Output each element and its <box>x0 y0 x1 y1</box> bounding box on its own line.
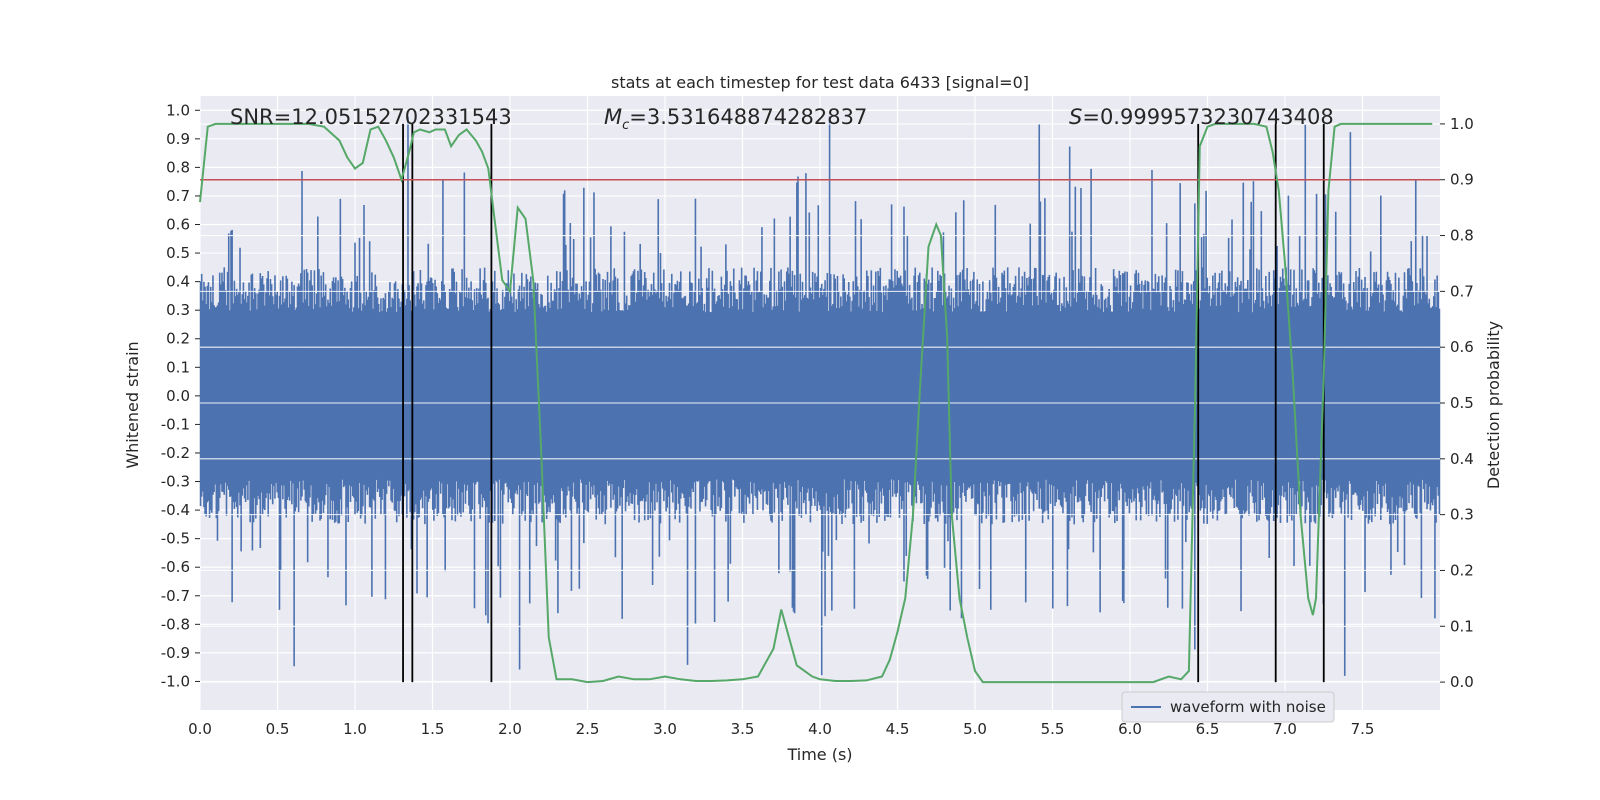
x-tick-label: 0.5 <box>266 720 290 738</box>
left-y-tick-label: -0.1 <box>161 415 190 433</box>
left-y-tick-label: 0.1 <box>166 358 190 376</box>
x-tick-label: 0.0 <box>188 720 212 738</box>
right-y-tick-label: 0.5 <box>1450 394 1474 412</box>
right-y-tick-label: 0.4 <box>1450 450 1474 468</box>
left-y-tick-label: -0.9 <box>161 644 190 662</box>
chirp-mass-value: =3.531648874282837 <box>629 105 867 129</box>
left-y-tick-label: 0.3 <box>166 301 190 319</box>
right-y-tick-label: 0.3 <box>1450 506 1474 524</box>
left-y-tick-label: 0.0 <box>166 387 190 405</box>
score-value: =0.9999573230743408 <box>1082 105 1333 129</box>
legend: waveform with noise <box>1121 691 1335 723</box>
left-y-tick-label: -0.3 <box>161 473 190 491</box>
right-y-tick-label: 0.2 <box>1450 561 1474 579</box>
waveform-series <box>199 116 1441 683</box>
right-y-tick-label: 0.7 <box>1450 282 1474 300</box>
left-y-tick-label: 0.5 <box>166 244 190 262</box>
left-y-tick-label: 0.2 <box>166 330 190 348</box>
x-axis-title: Time (s) <box>786 745 852 764</box>
right-y-tick-label: 0.9 <box>1450 171 1474 189</box>
right-y-tick-label: 0.1 <box>1450 617 1474 635</box>
right-y-axis-ticks: 1.0 0.9 0.8 0.7 0.6 0.5 0.4 0.3 0.2 0.1 0.0 <box>1440 115 1474 691</box>
probability-line <box>199 122 1433 684</box>
left-y-axis-ticks: 1.0 0.9 0.8 0.7 0.6 0.5 0.4 0.3 0.2 0.1 0.0 -0.1 -0.… <box>161 101 200 690</box>
chart-title: stats at each timestep for test data 643… <box>611 73 1029 92</box>
left-y-tick-label: 0.7 <box>166 187 190 205</box>
x-tick-label: 4.5 <box>886 720 910 738</box>
x-tick-label: 6.0 <box>1118 720 1142 738</box>
right-y-tick-label: 1.0 <box>1450 115 1474 133</box>
score-annotation: S=0.9999573230743408 <box>1069 105 1334 129</box>
right-y-tick-label: 0.0 <box>1450 673 1474 691</box>
x-tick-label: 5.0 <box>963 720 987 738</box>
x-tick-label: 2.5 <box>576 720 600 738</box>
left-y-tick-label: -1.0 <box>161 672 190 690</box>
x-tick-label: 7.0 <box>1273 720 1297 738</box>
right-y-tick-label: 0.6 <box>1450 338 1474 356</box>
chirp-mass-subscript: c <box>622 118 629 133</box>
left-y-tick-label: 0.8 <box>166 158 190 176</box>
x-tick-label: 5.5 <box>1041 720 1065 738</box>
x-tick-label: 6.5 <box>1196 720 1220 738</box>
x-tick-label: 7.5 <box>1351 720 1375 738</box>
x-tick-label: 1.0 <box>343 720 367 738</box>
score-symbol: S <box>1069 105 1082 129</box>
legend-box <box>1121 691 1335 723</box>
x-tick-label: 2.0 <box>498 720 522 738</box>
left-y-tick-label: -0.5 <box>161 530 190 548</box>
left-y-tick-label: 0.6 <box>166 216 190 234</box>
left-y-tick-label: -0.2 <box>161 444 190 462</box>
left-y-tick-label: -0.6 <box>161 558 190 576</box>
left-y-tick-label: 1.0 <box>166 101 190 119</box>
left-y-tick-label: -0.8 <box>161 615 190 633</box>
right-y-tick-label: 0.8 <box>1450 227 1474 245</box>
legend-label: waveform with noise <box>1170 698 1326 716</box>
chirp-mass-annotation: Mc=3.531648874282837 <box>604 105 867 133</box>
left-y-tick-label: -0.4 <box>161 501 190 519</box>
x-tick-label: 4.0 <box>808 720 832 738</box>
snr-annotation: SNR=12.05152702331543 <box>230 105 512 129</box>
left-y-tick-label: 0.4 <box>166 273 190 291</box>
x-axis-ticks: 0.0 0.5 1.0 1.5 2.0 2.5 3.0 3.5 4.0 4.5 5.0 5.5 6.0 6… <box>188 720 1374 738</box>
x-tick-label: 3.0 <box>653 720 677 738</box>
right-y-axis-title: Detection probability <box>1484 321 1503 489</box>
left-y-tick-label: -0.7 <box>161 587 190 605</box>
x-tick-label: 3.5 <box>731 720 755 738</box>
left-y-axis-title: Whitened strain <box>123 341 142 468</box>
chirp-mass-symbol: M <box>604 105 622 129</box>
left-y-tick-label: 0.9 <box>166 130 190 148</box>
x-tick-label: 1.5 <box>421 720 445 738</box>
